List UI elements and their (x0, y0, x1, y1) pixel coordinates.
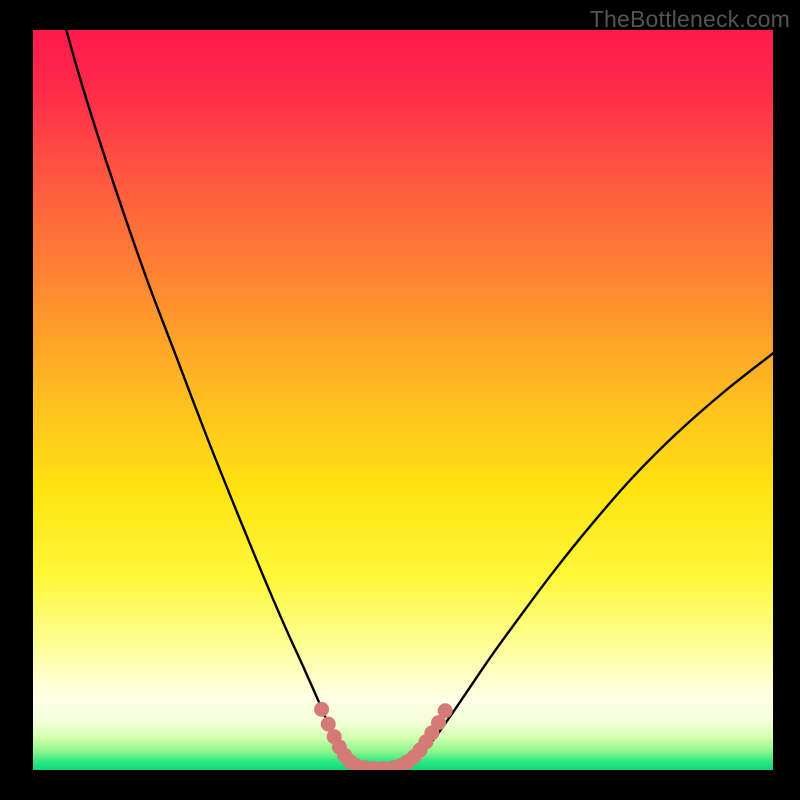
marker-dot (314, 702, 329, 717)
marker-dot (438, 703, 453, 718)
chart-svg (33, 30, 773, 770)
canvas: TheBottleneck.com (0, 0, 800, 800)
watermark-text: TheBottleneck.com (590, 6, 790, 33)
chart-background-gradient (33, 30, 773, 770)
chart-plot-area (33, 30, 773, 770)
